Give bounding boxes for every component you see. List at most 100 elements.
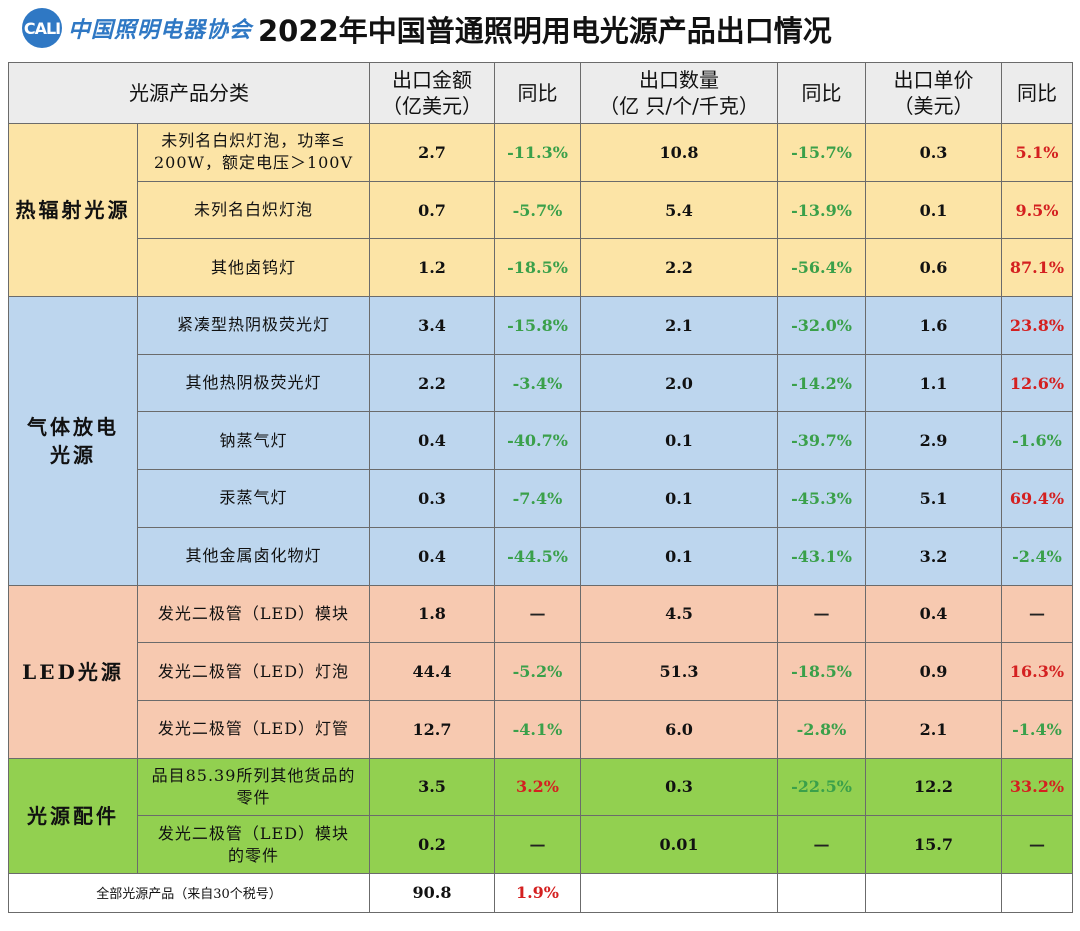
col-yoy-value: 同比 [494, 62, 581, 124]
category-label: 光源配件 [27, 803, 119, 828]
col-yoy-price: 同比 [1001, 62, 1073, 124]
export-qty-cell: 0.3 [580, 757, 778, 817]
yoy-value-cell: — [494, 584, 581, 644]
yoy-price-cell: 69.4% [1001, 469, 1073, 528]
product-name-cell: 品目85.39所列其他货品的 零件 [137, 757, 370, 817]
empty-cell [580, 872, 778, 913]
category-cell: 气体放电 光源 [8, 296, 138, 586]
product-name: 其他卤钨灯 [210, 257, 296, 277]
export-qty-cell: 2.2 [580, 238, 778, 298]
table-row: LED光源 发光二极管（LED）模块 1.8—4.5—0.4— [8, 584, 1073, 759]
yoy-price-cell: 12.6% [1001, 353, 1073, 413]
col-category: 光源产品分类 [8, 62, 370, 124]
yoy-price-cell: -1.6% [1001, 411, 1073, 471]
yoy-value-cell: -15.8% [494, 296, 581, 355]
export-qty-cell: 51.3 [580, 642, 778, 701]
category-label: 气体放电 [27, 414, 119, 439]
unit-price-cell: 5.1 [865, 469, 1002, 528]
table-row: 钠蒸气灯 0.4 -40.7% 0.1 -39.7% 2.9 -1.6% [9, 411, 1073, 471]
export-qty-cell: 6.0 [580, 699, 778, 759]
empty-cell [1001, 872, 1073, 913]
product-name-cell: 发光二极管（LED）灯管 [137, 699, 370, 759]
table-row: 发光二极管（LED）灯泡 44.4 -5.2% 51.3 -18.5% 0.9 16.3% [9, 642, 1073, 701]
yoy-price-cell: 16.3% [1001, 642, 1073, 701]
unit-price-cell: 0.3 [865, 123, 1002, 182]
category-cell: 热辐射光源 [8, 122, 138, 298]
product-name-cell: 紧凑型热阴极荧光灯 [137, 296, 370, 355]
yoy-qty-cell: -43.1% [777, 526, 866, 586]
export-table: 光源产品分类 出口金额 （亿美元） 同比 出口数量 （亿 只/个/千克） 同比 … [8, 62, 1073, 913]
yoy-value-cell: -18.5% [494, 238, 581, 298]
yoy-qty-cell: -18.5% [777, 642, 866, 701]
product-name-cell: 其他卤钨灯 [137, 238, 370, 298]
table-row: 光源配件 品目85.39所列其他货品的 零件 3.5 3.2% 0.3 -22.5% 12.2… [8, 757, 1073, 874]
unit-price-cell: 0.9 [865, 642, 1002, 701]
export-value-cell: 0.2 [369, 815, 495, 874]
product-name: 的零件 [227, 845, 279, 865]
yoy-qty-cell: — [777, 815, 866, 874]
col-unit-price: 出口单价 （美元） [865, 62, 1002, 124]
export-value-cell: 0.3 [369, 469, 495, 528]
product-name: 发光二极管（LED）灯管 [157, 719, 350, 739]
table-row: 其他热阴极荧光灯 2.2 -3.4% 2.0 -14.2% 1.1 12.6% [9, 353, 1073, 413]
export-value-cell: 3.4 [369, 296, 495, 355]
export-value-cell: 2.7 [369, 123, 495, 182]
unit-price-cell: 15.7 [865, 815, 1002, 874]
product-name-cell: 汞蒸气灯 [137, 469, 370, 528]
table-row: 其他金属卤化物灯 0.4 -44.5% 0.1 -43.1% 3.2 -2.4% [9, 526, 1073, 586]
export-value-cell: 12.7 [369, 699, 495, 759]
unit-price-cell: 3.2 [865, 526, 1002, 586]
product-name: 品目85.39所列其他货品的 [151, 765, 356, 785]
yoy-value-cell: -5.2% [494, 642, 581, 701]
export-qty-cell: 10.8 [580, 123, 778, 182]
yoy-qty-cell: -22.5% [777, 757, 866, 817]
yoy-qty-cell: -39.7% [777, 411, 866, 471]
yoy-value-cell: — [494, 815, 581, 874]
export-value-cell: 3.5 [369, 757, 495, 817]
product-name: 发光二极管（LED）灯泡 [157, 661, 350, 681]
yoy-qty-cell: — [777, 584, 866, 644]
yoy-value-cell: -11.3% [494, 123, 581, 182]
table-row: 其他卤钨灯 1.2 -18.5% 2.2 -56.4% 0.6 87.1% [9, 238, 1073, 298]
table-row: 热辐射光源 未列名白炽灯泡，功率≤ 200W，额定电压＞100V 2.7 -11.3% 1… [8, 122, 1073, 298]
yoy-value-cell: -40.7% [494, 411, 581, 471]
product-name-cell: 未列名白炽灯泡，功率≤ 200W，额定电压＞100V [137, 123, 370, 182]
total-row: 全部光源产品（来自30个税号） 90.8 1.9% [8, 872, 1073, 913]
category-cell: LED光源 [8, 584, 138, 759]
yoy-qty-cell: -56.4% [777, 238, 866, 298]
yoy-qty-cell: -2.8% [777, 699, 866, 759]
yoy-price-cell: 23.8% [1001, 296, 1073, 355]
export-qty-cell: 4.5 [580, 584, 778, 644]
export-qty-cell: 0.1 [580, 411, 778, 471]
yoy-price-cell: 5.1% [1001, 123, 1073, 182]
association-logo: CALI 中国照明电器协会 [22, 8, 252, 48]
col-export-qty: 出口数量 （亿 只/个/千克） [580, 62, 778, 124]
logo-mark: CALI [22, 8, 62, 48]
export-value-cell: 0.4 [369, 411, 495, 471]
table-row: 发光二极管（LED）灯管 12.7 -4.1% 6.0 -2.8% 2.1 -1.4% [9, 699, 1073, 759]
yoy-price-cell: -1.4% [1001, 699, 1073, 759]
export-value-cell: 1.8 [369, 584, 495, 644]
category-label: LED光源 [22, 659, 124, 684]
export-qty-cell: 5.4 [580, 180, 778, 240]
yoy-value-cell: -3.4% [494, 353, 581, 413]
empty-cell [865, 872, 1002, 913]
export-qty-cell: 0.01 [580, 815, 778, 874]
category-label: 光源 [50, 442, 96, 467]
yoy-qty-cell: -13.9% [777, 180, 866, 240]
product-name: 其他金属卤化物灯 [185, 546, 322, 566]
yoy-qty-cell: -32.0% [777, 296, 866, 355]
page-title: 2022年中国普通照明用电光源产品出口情况 [258, 14, 832, 48]
yoy-value-cell: -4.1% [494, 699, 581, 759]
product-name-cell: 发光二极管（LED）灯泡 [137, 642, 370, 701]
yoy-qty-cell: -15.7% [777, 123, 866, 182]
header-row: 光源产品分类 出口金额 （亿美元） 同比 出口数量 （亿 只/个/千克） 同比 … [8, 62, 1073, 124]
yoy-price-cell: — [1001, 584, 1073, 644]
table-row: 汞蒸气灯 0.3 -7.4% 0.1 -45.3% 5.1 69.4% [9, 469, 1073, 528]
unit-price-cell: 2.1 [865, 699, 1002, 759]
yoy-value-cell: -5.7% [494, 180, 581, 240]
yoy-price-cell: 87.1% [1001, 238, 1073, 298]
export-value-cell: 1.2 [369, 238, 495, 298]
product-name-cell: 其他热阴极荧光灯 [137, 353, 370, 413]
total-yoy: 1.9% [494, 872, 581, 913]
